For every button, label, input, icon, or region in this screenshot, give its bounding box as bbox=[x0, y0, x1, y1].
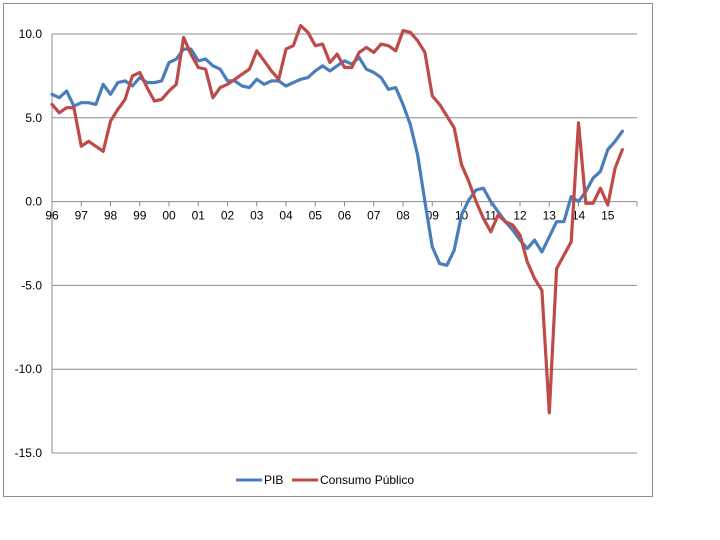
series-line-consumo-publico bbox=[50, 24, 625, 415]
y-tick-label: 10.0 bbox=[19, 27, 43, 41]
x-tick-label: 08 bbox=[396, 209, 410, 223]
x-tick-label: 12 bbox=[513, 209, 527, 223]
x-tick-label: 01 bbox=[192, 209, 206, 223]
x-tick-label: 02 bbox=[221, 209, 235, 223]
legend: PIB Consumo Público bbox=[236, 473, 414, 487]
y-tick-label: -5.0 bbox=[21, 278, 42, 292]
x-tick-label: 97 bbox=[75, 209, 89, 223]
x-tick-label: 06 bbox=[338, 209, 352, 223]
x-tick-label: 13 bbox=[543, 209, 557, 223]
x-tick-label: 15 bbox=[601, 209, 615, 223]
legend-label-pib: PIB bbox=[264, 473, 283, 487]
gridlines bbox=[52, 33, 637, 454]
x-tick-label: 11 bbox=[485, 209, 498, 223]
x-tick-label: 05 bbox=[309, 209, 323, 223]
y-tick-label: 5.0 bbox=[25, 111, 42, 125]
x-tick-label: 07 bbox=[367, 209, 381, 223]
x-tick-label: 03 bbox=[250, 209, 264, 223]
x-tick-label: 00 bbox=[162, 209, 176, 223]
axes: 10.0 5.0 0.0 -5.0 -10.0 -15.0 96 97 98 99 00 01 02 03… bbox=[15, 27, 638, 460]
x-tick-label: 96 bbox=[45, 209, 59, 223]
y-tick-label: 0.0 bbox=[25, 195, 42, 209]
y-tick-label: -10.0 bbox=[15, 362, 43, 376]
x-tick-label: 98 bbox=[104, 209, 118, 223]
x-tick-label: 99 bbox=[133, 209, 147, 223]
series-lines bbox=[50, 24, 625, 415]
chart-area bbox=[3, 3, 653, 497]
legend-label-consumo: Consumo Público bbox=[320, 473, 414, 487]
x-tick-label: 04 bbox=[279, 209, 293, 223]
x-tick-label: 14 bbox=[572, 209, 586, 223]
series-line-pib bbox=[50, 47, 625, 267]
y-tick-label: -15.0 bbox=[15, 446, 43, 460]
